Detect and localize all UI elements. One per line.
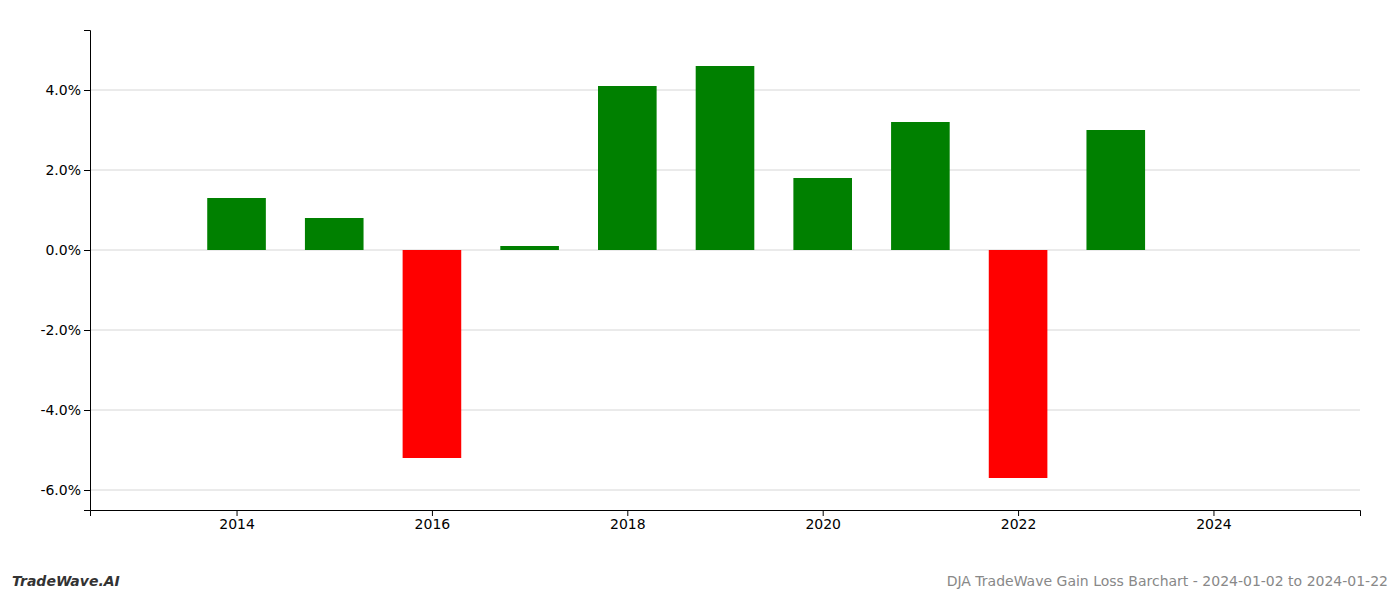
chart-container: -6.0%-4.0%-2.0%0.0%2.0%4.0%2014201620182…	[0, 0, 1400, 600]
x-tick: 2014	[219, 510, 255, 532]
footer-right: DJA TradeWave Gain Loss Barchart - 2024-…	[947, 573, 1388, 589]
grid-line	[90, 490, 1360, 491]
footer-left: TradeWave.AI	[12, 573, 120, 589]
y-tick-label: -2.0%	[40, 322, 81, 338]
x-tick: 2016	[415, 510, 451, 532]
x-tick-label: 2024	[1196, 516, 1232, 532]
bar	[1086, 130, 1145, 250]
x-tick: 2024	[1196, 510, 1232, 532]
y-tick-mark	[84, 330, 90, 331]
y-tick-mark	[84, 490, 90, 491]
y-tick-mark	[84, 250, 90, 251]
x-tick-label: 2018	[610, 516, 646, 532]
y-axis-line	[84, 31, 91, 511]
x-tick-label: 2020	[805, 516, 841, 532]
y-tick: 2.0%	[45, 162, 90, 178]
bar	[598, 86, 657, 250]
grid-line	[90, 410, 1360, 411]
x-tick-label: 2014	[219, 516, 255, 532]
y-tick-label: 0.0%	[45, 242, 81, 258]
x-axis: 2014 2016 2018 2020 2022 2024	[91, 510, 1361, 532]
x-tick: 2018	[610, 510, 646, 532]
bar	[989, 250, 1048, 478]
bar	[500, 246, 559, 250]
bar	[793, 178, 852, 250]
y-tick-mark	[84, 170, 90, 171]
y-tick: -6.0%	[40, 482, 90, 498]
y-tick: 0.0%	[45, 242, 90, 258]
bar	[207, 198, 266, 250]
x-tick-label: 2016	[415, 516, 451, 532]
grid-line	[90, 330, 1360, 331]
y-tick-mark	[84, 410, 90, 411]
y-tick: -4.0%	[40, 402, 90, 418]
x-axis-line	[91, 511, 1361, 517]
y-axis: -6.0% -4.0% -2.0% 0.0% 2.0% 4.0%	[40, 31, 90, 511]
bar	[305, 218, 364, 250]
bar	[696, 66, 755, 250]
y-tick: -2.0%	[40, 322, 90, 338]
plot-area	[207, 66, 1145, 478]
bar	[403, 250, 462, 458]
x-tick: 2022	[1001, 510, 1037, 532]
x-tick: 2020	[805, 510, 841, 532]
y-tick-mark	[84, 90, 90, 91]
bar	[891, 122, 950, 250]
y-tick-label: -6.0%	[40, 482, 81, 498]
footer: TradeWave.AI DJA TradeWave Gain Loss Barc…	[12, 573, 1388, 589]
y-tick-label: 2.0%	[45, 162, 81, 178]
y-tick-label: -4.0%	[40, 402, 81, 418]
chart-svg: -6.0%-4.0%-2.0%0.0%2.0%4.0%2014201620182…	[0, 0, 1400, 600]
x-tick-label: 2022	[1001, 516, 1037, 532]
y-tick: 4.0%	[45, 82, 90, 98]
y-tick-label: 4.0%	[45, 82, 81, 98]
